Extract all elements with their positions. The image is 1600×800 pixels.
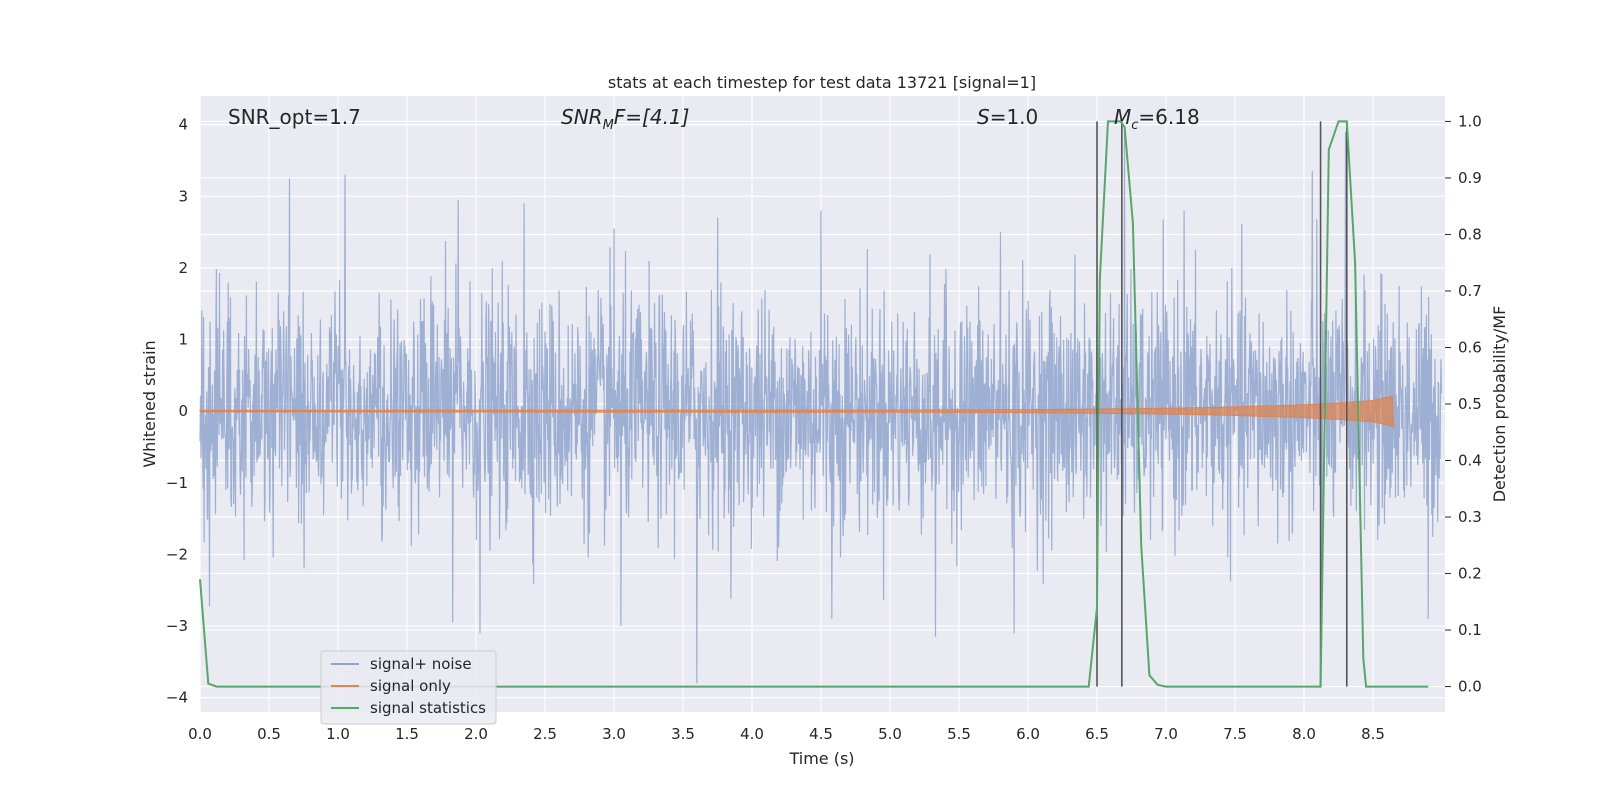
y-left-tick-label: 4 bbox=[178, 116, 188, 134]
y-left-tick-label: 1 bbox=[178, 331, 188, 349]
legend-label-signal-noise: signal+ noise bbox=[370, 655, 472, 673]
x-tick-label: 2.5 bbox=[533, 725, 557, 743]
x-tick-label: 2.0 bbox=[464, 725, 488, 743]
x-tick-label: 1.0 bbox=[326, 725, 350, 743]
mc-rest: =6.18 bbox=[1138, 105, 1199, 129]
x-tick-labels: 0.0 0.5 1.0 1.5 2.0 2.5 3.0 3.5 4.0 4.5 5.0 5.5 6.0 6… bbox=[188, 725, 1385, 743]
x-tick-label: 7.5 bbox=[1223, 725, 1247, 743]
x-tick-label: 6.0 bbox=[1016, 725, 1040, 743]
x-tick-label: 3.0 bbox=[602, 725, 626, 743]
x-tick-label: 4.5 bbox=[809, 725, 833, 743]
signal-noise-line bbox=[199, 131, 1442, 684]
annotation-snr-mf: SNRMF=[4.1] bbox=[561, 105, 689, 133]
s-rest: =1.0 bbox=[990, 105, 1039, 129]
y-right-tick-label: 0.3 bbox=[1458, 508, 1482, 526]
y-right-tick-label: 0.5 bbox=[1458, 395, 1482, 413]
chart-title: stats at each timestep for test data 137… bbox=[608, 73, 1036, 92]
y-left-tick-label: 0 bbox=[178, 402, 188, 420]
series-signal-noise bbox=[199, 131, 1442, 684]
y-left-tick-label: −1 bbox=[166, 474, 188, 492]
x-tick-label: 5.5 bbox=[947, 725, 971, 743]
y-right-tick-label: 0.7 bbox=[1458, 282, 1482, 300]
legend-label-signal-statistics: signal statistics bbox=[370, 699, 486, 717]
y-axis-label-left: Whitened strain bbox=[140, 340, 159, 467]
series-signal-statistics bbox=[199, 120, 1429, 688]
y-left-tick-labels: 4 3 2 1 0 −1 −2 −3 −4 bbox=[166, 116, 188, 707]
snr-mf-rest: F=[4.1] bbox=[614, 105, 690, 129]
y-left-tick-label: −4 bbox=[166, 689, 188, 707]
y-left-tick-label: 3 bbox=[178, 187, 188, 205]
x-tick-label: 3.5 bbox=[671, 725, 695, 743]
y-right-tick-label: 0.0 bbox=[1458, 678, 1482, 696]
series-signal-only bbox=[198, 395, 1395, 428]
x-tick-label: 0.5 bbox=[257, 725, 281, 743]
y-right-tick-label: 0.8 bbox=[1458, 225, 1482, 243]
x-tick-label: 8.0 bbox=[1292, 725, 1316, 743]
snr-mf-sub: M bbox=[603, 118, 614, 133]
y-right-tick-label: 0.6 bbox=[1458, 338, 1482, 356]
x-tick-label: 4.0 bbox=[740, 725, 764, 743]
y-right-tick-label: 0.1 bbox=[1458, 621, 1482, 639]
legend-box bbox=[320, 650, 497, 725]
mc-italic: M bbox=[1114, 105, 1131, 129]
y-right-tick-label: 0.4 bbox=[1458, 452, 1482, 470]
y-left-tick-label: −2 bbox=[166, 545, 188, 563]
y-right-tick-label: 0.2 bbox=[1458, 565, 1482, 583]
s-italic: S bbox=[977, 105, 990, 129]
y-right-tick-label: 1.0 bbox=[1458, 112, 1482, 130]
y-axis-label-right: Detection probability/MF bbox=[1490, 306, 1509, 503]
legend-label-signal-only: signal only bbox=[370, 677, 451, 695]
y-right-tick-label: 0.9 bbox=[1458, 169, 1482, 187]
annotation-mc: Mc=6.18 bbox=[1114, 105, 1200, 133]
mc-sub: c bbox=[1131, 118, 1138, 133]
y-right-tick-labels: 1.0 0.9 0.8 0.7 0.6 0.5 0.4 0.3 0.2 0.1 0.0 bbox=[1445, 112, 1482, 696]
x-tick-label: 1.5 bbox=[395, 725, 419, 743]
signal-statistics-line bbox=[199, 120, 1429, 688]
x-tick-label: 8.5 bbox=[1361, 725, 1385, 743]
y-left-tick-label: 2 bbox=[178, 259, 188, 277]
snr-mf-base: SNR bbox=[561, 105, 603, 129]
legend: signal+ noise signal only signal statist… bbox=[320, 650, 497, 725]
x-tick-label: 0.0 bbox=[188, 725, 212, 743]
x-tick-label: 5.0 bbox=[878, 725, 902, 743]
x-tick-label: 7.0 bbox=[1154, 725, 1178, 743]
signal-only-band bbox=[198, 395, 1395, 428]
annotation-snr-opt: SNR_opt=1.7 bbox=[228, 105, 361, 129]
y-left-tick-label: −3 bbox=[166, 617, 188, 635]
x-tick-label: 6.5 bbox=[1085, 725, 1109, 743]
annotation-s: S=1.0 bbox=[977, 105, 1038, 129]
x-axis-label: Time (s) bbox=[788, 749, 854, 768]
